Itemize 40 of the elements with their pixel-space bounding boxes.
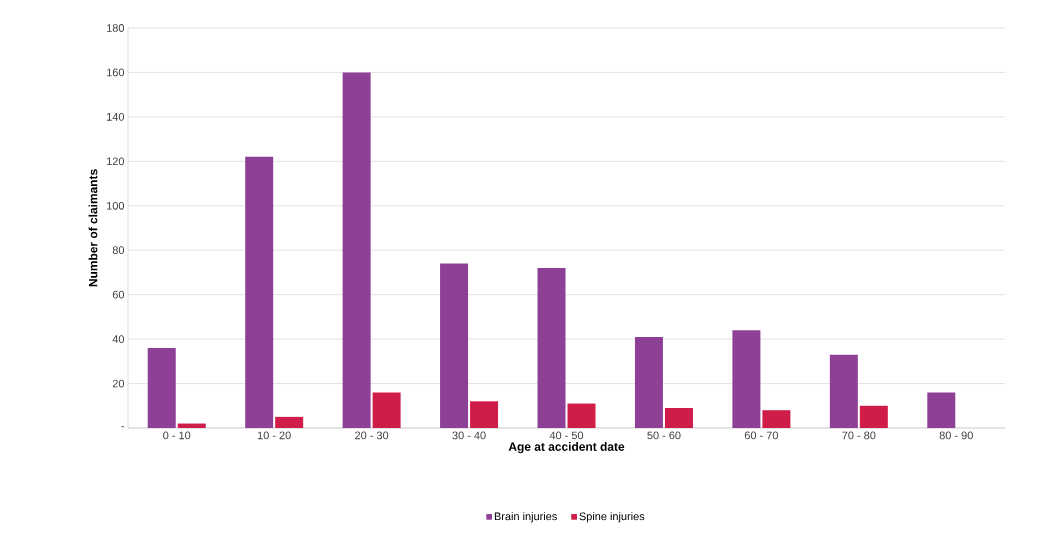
y-tick-label: 20 xyxy=(112,379,125,388)
bar xyxy=(732,330,761,428)
y-axis-title: Number of claimants xyxy=(88,169,98,287)
y-tick-label: 40 xyxy=(112,335,125,343)
y-tick-label: 80 xyxy=(112,246,125,255)
x-tick-label: 70 - 80 xyxy=(842,431,876,440)
bar xyxy=(634,336,663,428)
bar xyxy=(372,392,401,428)
y-tick-label: 60 xyxy=(112,290,125,299)
bar xyxy=(177,423,206,428)
x-tick-label: 50 - 60 xyxy=(647,431,681,440)
y-tick-label: - xyxy=(121,426,124,428)
y-tick-label: 140 xyxy=(107,113,125,121)
bar xyxy=(245,156,274,428)
legend-label: Spine injuries xyxy=(579,512,645,523)
x-tick-label: 10 - 20 xyxy=(257,431,291,440)
bar xyxy=(147,347,176,428)
x-axis-title: Age at accident date xyxy=(508,442,625,454)
bar xyxy=(275,416,304,428)
bar xyxy=(927,392,956,428)
x-tick-label: 60 - 70 xyxy=(744,431,778,440)
bar xyxy=(342,72,371,428)
y-tick-label: 160 xyxy=(107,68,125,77)
bar xyxy=(664,407,693,428)
y-tick-label: 180 xyxy=(107,24,125,32)
y-tick-label: 120 xyxy=(107,157,125,166)
bar xyxy=(537,267,566,428)
bar xyxy=(567,403,596,428)
x-tick-label: 30 - 40 xyxy=(452,431,486,440)
legend-label: Brain injuries xyxy=(494,512,557,523)
bar xyxy=(859,405,888,428)
x-tick-label: 0 - 10 xyxy=(163,431,191,440)
y-tick-label: 100 xyxy=(107,201,125,210)
bar xyxy=(470,401,499,428)
bar xyxy=(440,263,469,428)
bar xyxy=(762,410,791,428)
x-tick-label: 80 - 90 xyxy=(939,431,973,440)
x-tick-label: 40 - 50 xyxy=(549,431,584,440)
bar xyxy=(829,354,858,428)
x-tick-label: 20 - 30 xyxy=(355,431,389,440)
